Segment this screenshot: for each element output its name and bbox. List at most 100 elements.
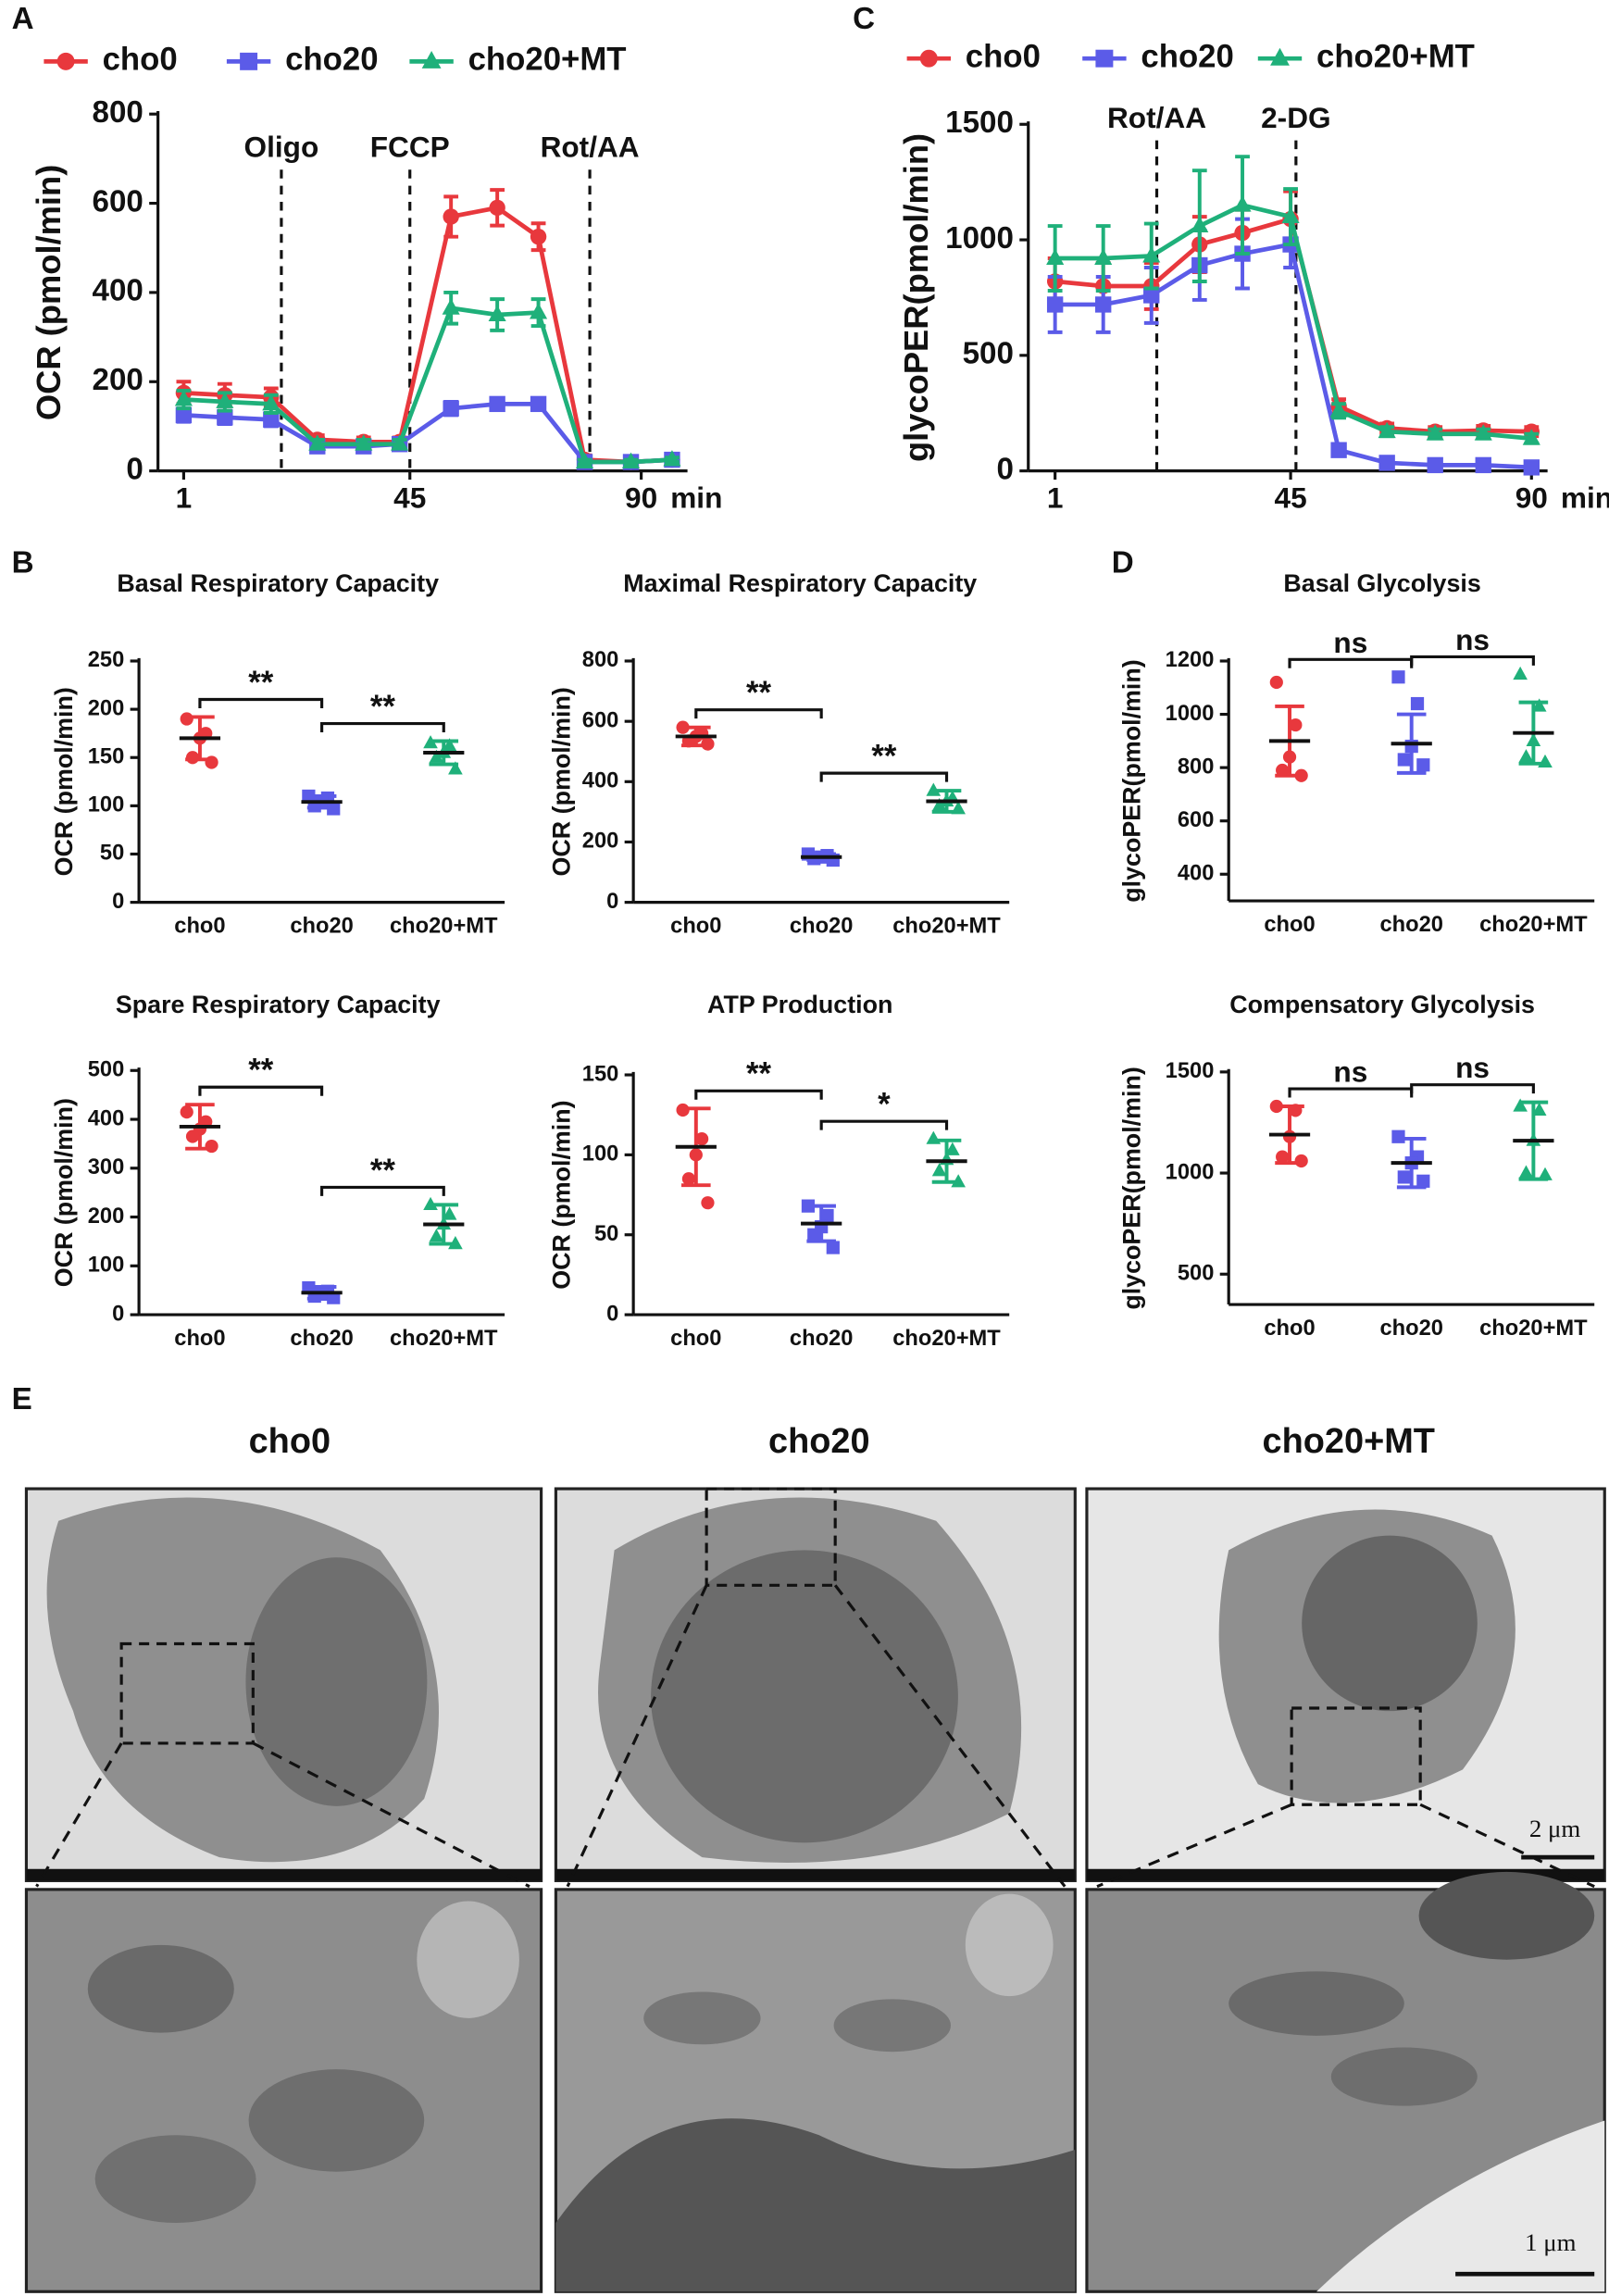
panel-label: B (12, 546, 34, 580)
marker (448, 761, 463, 775)
marker (1397, 1170, 1411, 1184)
legend-label: cho20 (1141, 39, 1233, 74)
y-tick-label: 1000 (1166, 1160, 1215, 1184)
x-tick-label: cho0 (670, 1327, 721, 1351)
y-axis-label: OCR (pmol/min) (547, 1100, 575, 1289)
y-axis-label: OCR (pmol/min) (547, 687, 575, 876)
marker (185, 751, 200, 765)
x-tick-label: cho20+MT (390, 1327, 498, 1351)
marker (676, 1103, 690, 1117)
injection-label: Rot/AA (541, 130, 640, 163)
marker (1289, 718, 1303, 732)
chart-title: ATP Production (707, 991, 892, 1018)
marker (681, 1172, 696, 1186)
y-tick-label: 0 (606, 890, 618, 914)
y-tick-label: 1000 (1166, 702, 1215, 726)
tem-image: 2 μm (1085, 1487, 1606, 1882)
x-tick-label: cho0 (174, 1327, 225, 1351)
significance-label: ** (248, 666, 274, 701)
y-tick-label: 500 (963, 337, 1014, 371)
marker (826, 1241, 840, 1254)
marker (1282, 750, 1297, 764)
x-tick-label: cho20 (790, 915, 853, 939)
y-tick-label: 600 (93, 184, 143, 218)
marker (429, 1229, 444, 1242)
marker (1094, 248, 1113, 265)
marker (919, 49, 938, 68)
y-tick-label: 100 (88, 1254, 125, 1278)
marker (1531, 1102, 1547, 1117)
x-tick-label: cho20 (790, 1327, 853, 1351)
legend-label: cho20+MT (1316, 39, 1475, 74)
marker (1518, 749, 1534, 763)
x-tick-label: cho0 (1264, 913, 1315, 937)
y-tick-label: 800 (1178, 755, 1215, 779)
marker (1522, 429, 1540, 445)
significance-bracket (1288, 657, 1414, 668)
y-tick-label: 150 (582, 1062, 619, 1086)
marker (530, 303, 548, 319)
x-tick-label: cho20 (290, 1327, 353, 1351)
significance-bracket (819, 771, 949, 782)
marker (1427, 456, 1443, 474)
marker (1270, 47, 1290, 66)
marker (621, 452, 641, 468)
x-tick-label: cho20 (1379, 913, 1442, 937)
marker (1538, 1167, 1553, 1180)
y-axis-label: OCR (pmol/min) (50, 687, 78, 876)
injection-label: Rot/AA (1107, 101, 1206, 134)
marker (262, 393, 281, 411)
x-tick-label: cho20+MT (892, 1327, 1001, 1351)
marker (1426, 424, 1444, 441)
marker (1095, 49, 1114, 68)
significance-bracket (694, 1089, 823, 1100)
marker (1330, 442, 1347, 458)
y-axis-label: OCR (pmol/min) (50, 1098, 78, 1287)
marker (240, 52, 258, 70)
y-axis-label: glycoPER(pmol/min) (897, 133, 935, 462)
significance-bracket (1410, 655, 1535, 666)
chart-title: Compensatory Glycolysis (1229, 991, 1535, 1018)
marker (1474, 424, 1492, 441)
y-tick-label: 800 (582, 648, 619, 672)
marker (442, 738, 457, 752)
x-unit-label: min (1561, 481, 1609, 515)
marker (205, 1139, 218, 1154)
series-line (183, 402, 673, 465)
chart-title: Basal Glycolysis (1283, 569, 1480, 597)
y-axis-label: glycoPER(pmol/min) (1118, 659, 1146, 902)
marker (1404, 739, 1418, 754)
significance-label: ** (746, 676, 772, 711)
significance-bracket (320, 721, 445, 733)
x-tick-label: 45 (1275, 481, 1307, 515)
y-tick-label: 500 (88, 1058, 125, 1082)
marker (180, 712, 193, 726)
micrograph-title: cho20 (768, 1422, 870, 1461)
y-tick-label: 1500 (945, 106, 1014, 140)
chart-title: Spare Respiratory Capacity (116, 991, 441, 1018)
y-tick-label: 1200 (1166, 648, 1215, 672)
marker (1391, 1129, 1405, 1143)
tem-image (24, 1888, 543, 2293)
marker (1526, 732, 1541, 747)
y-tick-label: 250 (88, 648, 125, 672)
x-tick-label: cho20 (290, 915, 353, 939)
marker (1294, 768, 1308, 782)
x-tick-label: cho20+MT (1479, 1316, 1588, 1341)
micrographs: 2 μm 1 μm (24, 1487, 1606, 2293)
marker (217, 409, 233, 426)
marker (951, 801, 966, 815)
significance-label: ns (1455, 1051, 1490, 1084)
y-axis-label: glycoPER(pmol/min) (1118, 1067, 1146, 1309)
scale-bar-label: 1 μm (1525, 2228, 1577, 2256)
y-tick-label: 0 (126, 452, 143, 486)
significance-bracket (198, 1085, 324, 1096)
marker (180, 1105, 193, 1119)
y-tick-label: 0 (606, 1302, 618, 1326)
marker (1282, 1129, 1297, 1143)
significance-bracket (320, 1185, 445, 1196)
marker (1269, 1099, 1283, 1114)
marker (327, 802, 341, 816)
y-tick-label: 200 (93, 363, 143, 397)
